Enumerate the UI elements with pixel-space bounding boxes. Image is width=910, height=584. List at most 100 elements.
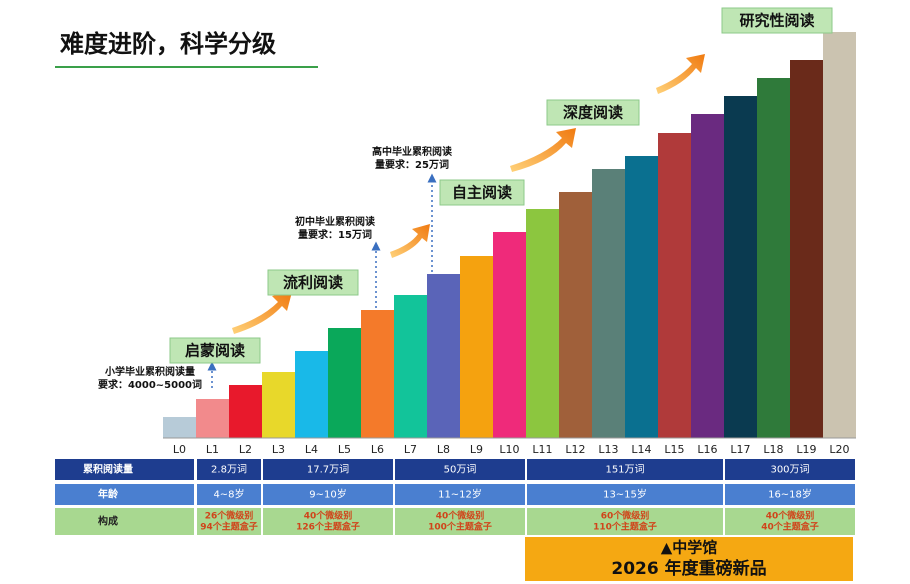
- x-tick-label: L13: [598, 443, 618, 456]
- stage-box: [169, 337, 261, 364]
- composition: 100个主题盒子: [428, 521, 492, 533]
- bar: [361, 310, 394, 438]
- x-tick-label: L3: [272, 443, 285, 456]
- banner-text: ▲中学馆: [661, 539, 718, 557]
- table-header-cell: [55, 484, 194, 505]
- x-tick-label: L7: [404, 443, 417, 456]
- bar: [724, 96, 757, 438]
- age: 11~12岁: [438, 488, 482, 501]
- total-words: 2.8万词: [211, 464, 247, 476]
- annotation: 高中毕业累积阅读: [372, 145, 452, 158]
- x-tick-label: L6: [371, 443, 384, 456]
- annotation: 初中毕业累积阅读: [295, 215, 375, 228]
- table-cell: [197, 484, 261, 505]
- table-cell: [263, 484, 393, 505]
- bar: [823, 32, 856, 438]
- x-tick-label: L16: [697, 443, 717, 456]
- x-tick-label: L12: [565, 443, 585, 456]
- total-words: 50万词: [444, 464, 477, 476]
- bar: [196, 399, 229, 438]
- row-header: 累积阅读量: [83, 463, 133, 476]
- stage-box: [439, 179, 525, 206]
- x-tick-label: L0: [173, 443, 186, 456]
- stage-box: [546, 99, 640, 126]
- total-words: 17.7万词: [307, 464, 349, 476]
- row-header: 构成: [98, 515, 118, 528]
- table-cell: [725, 508, 855, 535]
- table-header-cell: [55, 508, 194, 535]
- table-cell: [395, 508, 525, 535]
- table-cell: [263, 508, 393, 535]
- stage-label: 深度阅读: [563, 104, 623, 122]
- stage-box: [267, 269, 359, 296]
- x-tick-label: L18: [763, 443, 783, 456]
- table-cell: [197, 508, 261, 535]
- x-tick-label: L4: [305, 443, 318, 456]
- bar: [625, 156, 658, 438]
- composition: 94个主题盒子: [200, 521, 258, 533]
- composition: 60个微级别: [601, 510, 650, 522]
- banner: [525, 537, 853, 581]
- bar: [592, 169, 625, 438]
- bar: [493, 232, 526, 438]
- composition: 110个主题盒子: [593, 521, 657, 533]
- total-words: 300万词: [770, 464, 809, 476]
- bar: [295, 351, 328, 438]
- x-tick-label: L9: [470, 443, 483, 456]
- table-cell: [527, 484, 723, 505]
- total-words: 151万词: [605, 464, 644, 476]
- bar: [559, 192, 592, 438]
- x-tick-label: L8: [437, 443, 450, 456]
- x-tick-label: L19: [796, 443, 816, 456]
- guide-lines: [207, 173, 437, 388]
- title: 难度进阶，科学分级: [59, 30, 276, 58]
- composition: 40个微级别: [436, 510, 485, 522]
- table-cell: [527, 508, 723, 535]
- composition: 40个主题盒子: [761, 521, 819, 533]
- bar: [790, 60, 823, 438]
- stage-label: 流利阅读: [283, 274, 343, 292]
- bar: [427, 274, 460, 438]
- composition: 40个微级别: [304, 510, 353, 522]
- annotation: 量要求：15万词: [298, 228, 372, 241]
- x-tick-label: L17: [730, 443, 750, 456]
- annotation: 小学毕业累积阅读量: [104, 365, 195, 378]
- bar: [163, 417, 196, 438]
- bar: [691, 114, 724, 438]
- x-tick-label: L10: [499, 443, 519, 456]
- annotation: 要求：4000~5000词: [98, 378, 202, 391]
- stage-box: [721, 7, 833, 34]
- composition: 126个主题盒子: [296, 521, 360, 533]
- bar: [526, 209, 559, 438]
- age: 13~15岁: [603, 488, 647, 501]
- x-tick-label: L11: [532, 443, 552, 456]
- table-header-cell: [55, 459, 194, 480]
- bar: [460, 256, 493, 438]
- composition: 26个微级别: [205, 510, 254, 522]
- banner-text: 2026 年度重磅新品: [611, 558, 766, 579]
- table-cell: [527, 459, 723, 480]
- x-tick-label: L14: [631, 443, 651, 456]
- bar: [229, 385, 262, 438]
- table-cell: [197, 459, 261, 480]
- x-tick-label: L2: [239, 443, 252, 456]
- stage-label: 研究性阅读: [739, 12, 814, 30]
- x-tick-label: L1: [206, 443, 219, 456]
- age: 4~8岁: [213, 488, 244, 501]
- x-tick-label: L20: [829, 443, 849, 456]
- table-cell: [725, 459, 855, 480]
- stage-label: 自主阅读: [452, 184, 512, 202]
- bar: [757, 78, 790, 438]
- table-cell: [395, 484, 525, 505]
- age: 9~10岁: [309, 488, 346, 501]
- x-tick-label: L5: [338, 443, 351, 456]
- table-cell: [725, 484, 855, 505]
- bar: [262, 372, 295, 438]
- row-header: 年龄: [98, 488, 119, 501]
- table-cell: [395, 459, 525, 480]
- bar: [328, 328, 361, 438]
- stage-label: 启蒙阅读: [185, 342, 245, 360]
- composition: 40个微级别: [766, 510, 815, 522]
- growth-arrows: [232, 54, 705, 334]
